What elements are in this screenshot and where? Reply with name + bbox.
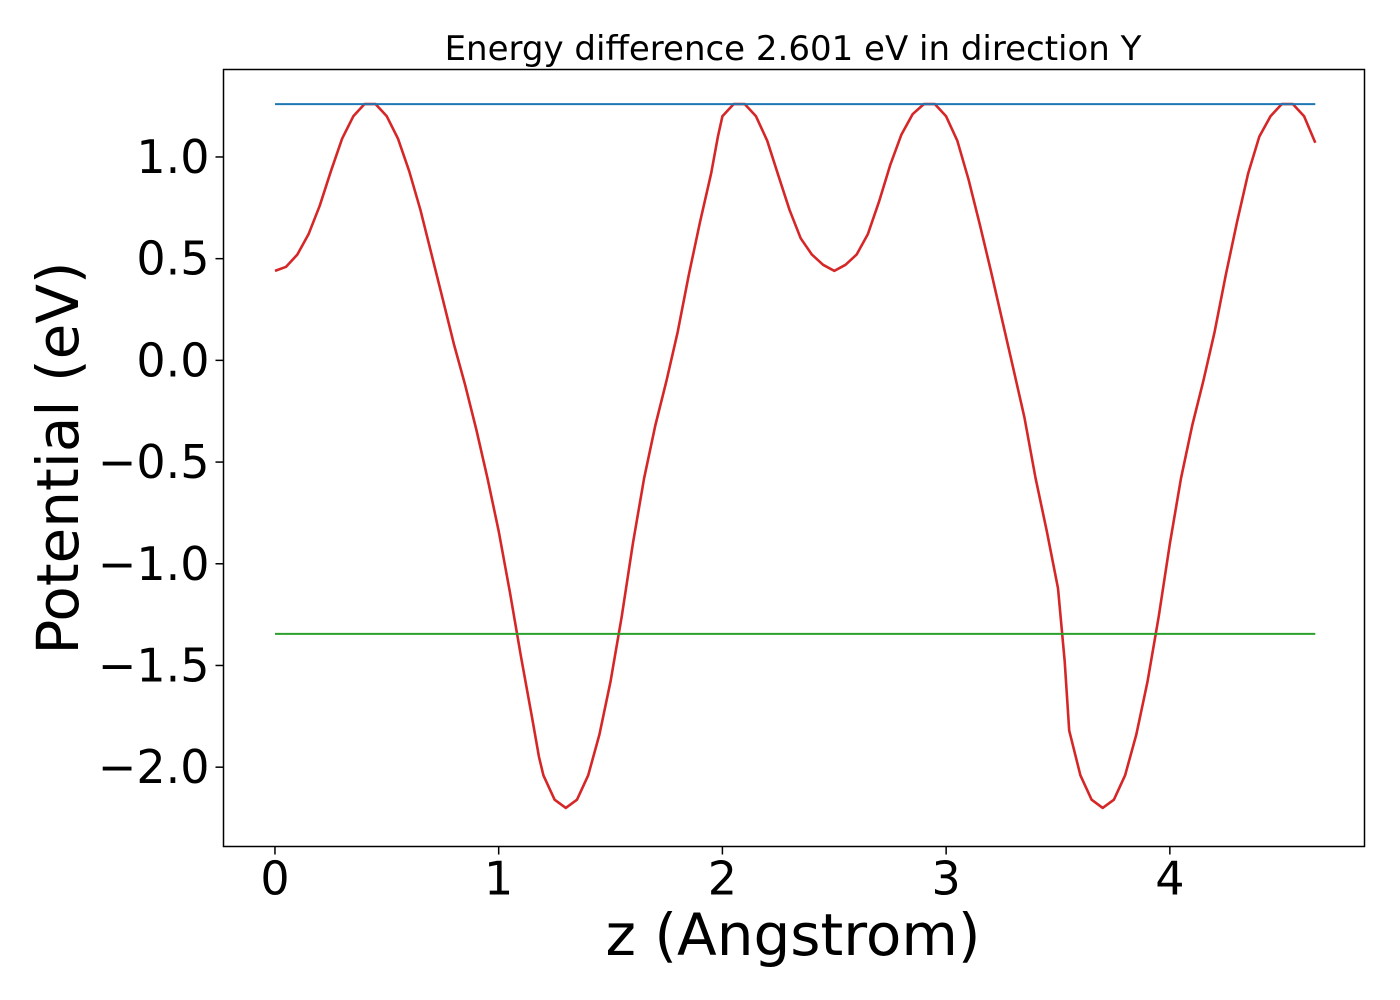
- series-line-0: [274, 102, 1317, 810]
- plot-frame: [222, 68, 1366, 848]
- x-axis-label: z (Angstrom): [606, 901, 981, 969]
- x-tick-label: 2: [708, 852, 737, 906]
- chart-title: Energy difference 2.601 eV in direction …: [445, 29, 1142, 69]
- y-axis: 1.0 0.5 0.0 −0.5 −1.0 −1.5 −2.0: [98, 130, 224, 794]
- x-axis: 0 1 2 3 4: [260, 846, 1184, 906]
- y-tick-label: −1.5: [98, 638, 210, 692]
- x-tick-label: 4: [1155, 852, 1184, 906]
- x-tick-label: 0: [260, 852, 289, 906]
- y-tick-label: 0.5: [136, 232, 209, 286]
- y-tick-label: −2.0: [98, 740, 210, 794]
- x-tick-label: 1: [484, 852, 513, 906]
- plot-series: [274, 102, 1317, 810]
- y-tick-label: −1.0: [98, 537, 210, 591]
- x-tick-label: 3: [931, 852, 960, 906]
- y-tick-label: 1.0: [136, 130, 209, 184]
- y-tick-label: −0.5: [98, 435, 210, 489]
- y-axis-label: Potential (eV): [24, 261, 92, 654]
- y-tick-label: 0.0: [136, 333, 209, 387]
